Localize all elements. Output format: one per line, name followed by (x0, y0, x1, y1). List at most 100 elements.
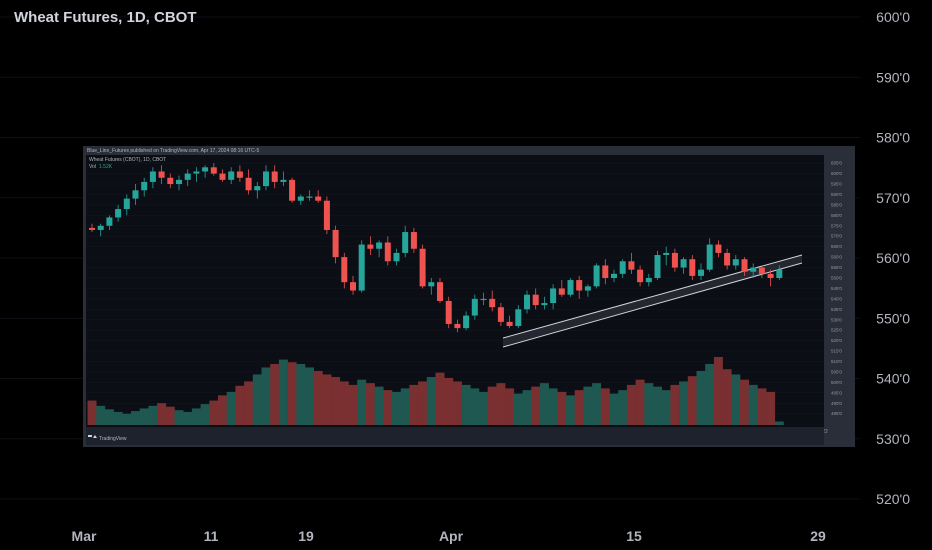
volume-bar (244, 381, 254, 425)
candle-body (123, 198, 130, 210)
candle-body (480, 298, 487, 301)
inset-y-axis: 605'0 600'0 595'0 590'0 585'0 580'0 575'0 570'0… (831, 161, 842, 417)
candle-body (89, 227, 95, 230)
volume-bar (226, 391, 236, 425)
inset-y-tick-label: 565'0 (831, 244, 842, 249)
volume-bar (365, 383, 375, 425)
tradingview-logo-text: TradingView (99, 436, 127, 442)
candle-body (323, 200, 330, 230)
candle-body (497, 307, 504, 322)
volume-bar (131, 411, 140, 425)
candle-body (315, 196, 322, 201)
candle-body (689, 259, 696, 276)
x-tick-label: 29 (810, 528, 826, 544)
volume-bar (705, 363, 715, 425)
inset-y-tick-label: 550'0 (831, 275, 842, 280)
volume-bar (209, 400, 219, 425)
volume-bar (348, 384, 358, 425)
candle-body (767, 273, 774, 278)
candle-body (106, 217, 113, 226)
candle-body (263, 171, 269, 187)
candle-body (332, 229, 339, 258)
candle-body (158, 171, 165, 178)
volume-label: Vol (89, 164, 96, 170)
volume-bar (148, 405, 158, 425)
y-tick-label: 580'0 (876, 130, 910, 146)
inset-y-tick-label: 590'0 (831, 192, 842, 197)
volume-bar (218, 395, 227, 425)
y-tick-label: 570'0 (876, 190, 910, 206)
x-tick-label: Apr (439, 528, 464, 544)
volume-bar (278, 359, 288, 425)
candle-body (419, 248, 426, 287)
inset-y-tick-label: 535'0 (831, 307, 842, 312)
volume-bar (592, 383, 602, 425)
candle-body (437, 282, 443, 301)
volume-bar (339, 381, 349, 425)
volume-bar (165, 406, 175, 425)
volume-bar (661, 390, 671, 425)
volume-bar (557, 391, 567, 425)
candle-body (306, 196, 313, 198)
y-tick-label: 560'0 (876, 250, 910, 266)
candle-body (115, 209, 122, 218)
trend-channel-lower (502, 262, 803, 348)
volume-bar (713, 357, 723, 425)
candle-body (358, 244, 365, 291)
inset-y-tick-label: 545'0 (831, 286, 842, 291)
volume-bar (583, 386, 593, 425)
volume-bar (635, 379, 645, 425)
candle-body (506, 321, 513, 327)
inset-y-tick-label: 560'0 (831, 255, 842, 260)
candle-body (376, 242, 383, 249)
volume-bar (270, 363, 280, 425)
volume-bar (87, 400, 97, 425)
inset-y-tick-label: 510'0 (831, 359, 842, 364)
inset-y-tick-label: 595'0 (831, 182, 842, 187)
candle-body (602, 265, 609, 278)
candle-body (715, 244, 722, 253)
volume-bar (487, 386, 497, 425)
volume-bar (731, 374, 741, 425)
inset-y-tick-label: 495'0 (831, 390, 842, 395)
candle-body (280, 179, 287, 182)
candle-body (524, 294, 530, 310)
inset-y-tick-label: 540'0 (831, 296, 842, 301)
candle-body (193, 171, 200, 174)
candle-body (558, 288, 565, 295)
candle-body (393, 252, 400, 262)
volume-bar (409, 384, 419, 425)
y-tick-label: 520'0 (876, 491, 910, 507)
volume-bar (470, 388, 480, 425)
volume-bar (461, 384, 471, 425)
inset-y-tick-label: 600'0 (831, 171, 842, 176)
candle-body (384, 242, 391, 262)
volume-bar (626, 384, 636, 425)
volume-bar (183, 411, 193, 425)
volume-bar (505, 388, 515, 425)
inset-y-tick-label: 500'0 (831, 380, 842, 385)
candle-body (645, 277, 652, 283)
volume-bar (191, 408, 201, 425)
inset-y-tick-label: 505'0 (831, 369, 842, 374)
y-tick-label: 600'0 (876, 9, 910, 25)
inset-y-tick-label: 525'0 (831, 328, 842, 333)
volume-bar (757, 388, 767, 425)
volume-bar (113, 411, 123, 425)
volume-bar (539, 383, 549, 425)
candle-body (698, 269, 704, 276)
candle-body (428, 282, 435, 287)
inset-y-tick-label: 515'0 (831, 349, 842, 354)
volume-bar (496, 383, 506, 425)
volume-bar (331, 377, 341, 425)
candles (89, 163, 783, 333)
inset-header: Blue_Line_Futures published on TradingVi… (87, 148, 259, 154)
inset-y-tick-label: 485'0 (831, 411, 842, 416)
candle-body (593, 265, 600, 287)
candle-body (367, 244, 374, 249)
volume-bar (157, 403, 167, 425)
candle-body (628, 261, 635, 270)
inset-y-tick-label: 555'0 (831, 265, 842, 270)
volume-bar (522, 390, 532, 425)
